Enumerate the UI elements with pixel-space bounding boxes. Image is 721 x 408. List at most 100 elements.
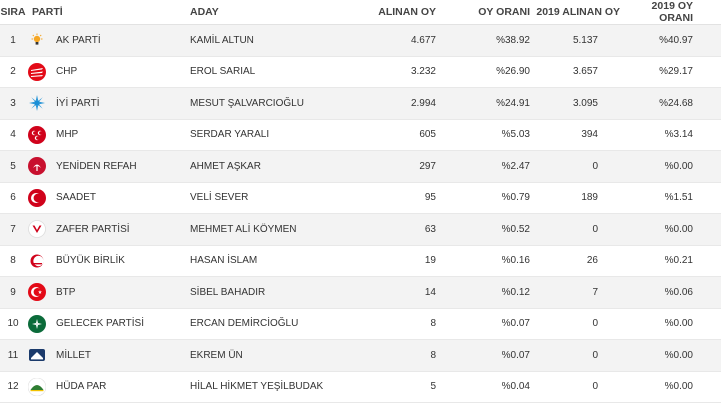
party-cell: YENİDEN REFAH xyxy=(26,150,190,183)
candidate-cell: KAMİL ALTUN xyxy=(190,24,350,57)
header-votes-2019: 2019 ALINAN OY xyxy=(532,0,628,25)
rank-cell: 11 xyxy=(0,339,26,372)
votes-cell: 63 xyxy=(350,213,436,246)
share-2019-cell: %0.00 xyxy=(628,308,721,340)
votes-cell: 4.677 xyxy=(350,24,436,57)
share-cell: %0.12 xyxy=(436,276,532,309)
btp-star-icon xyxy=(28,283,46,302)
share-2019-cell: %29.17 xyxy=(628,56,721,88)
party-cell: GELECEK PARTİSİ xyxy=(26,308,190,340)
rank-cell: 3 xyxy=(0,87,26,120)
mhp-crescents-icon xyxy=(28,125,46,144)
candidate-cell: AHMET AŞKAR xyxy=(190,150,350,183)
candidate-cell: MESUT ŞALVARCIOĞLU xyxy=(190,87,350,120)
share-cell: %0.79 xyxy=(436,182,532,214)
table-row: 11 MİLLET EKREM ÜN 8 %0.07 0 %0.00 xyxy=(0,339,721,372)
votes-cell: 14 xyxy=(350,276,436,309)
table-row: 5 YENİDEN REFAH AHMET AŞKAR 297 %2.47 0 … xyxy=(0,150,721,183)
party-name: AK PARTİ xyxy=(56,34,101,46)
candidate-cell: VELİ SEVER xyxy=(190,182,350,214)
votes-2019-cell: 0 xyxy=(532,213,628,246)
party-name: MİLLET xyxy=(56,349,92,361)
votes-cell: 8 xyxy=(350,308,436,340)
party-name: CHP xyxy=(56,66,78,78)
party-cell: MİLLET xyxy=(26,339,190,372)
votes-cell: 3.232 xyxy=(350,56,436,88)
rank-cell: 1 xyxy=(0,24,26,57)
candidate-cell: ERCAN DEMİRCİOĞLU xyxy=(190,308,350,340)
rank-cell: 12 xyxy=(0,371,26,403)
header-rank: SIRA xyxy=(0,0,26,25)
party-cell: BTP xyxy=(26,276,190,309)
candidate-cell: SERDAR YARALI xyxy=(190,119,350,151)
akp-bulb-icon xyxy=(28,31,46,49)
rank-cell: 10 xyxy=(0,308,26,340)
table-row: 1 AK PARTİ KAMİL ALTUN 4.677 %38.92 5.13… xyxy=(0,24,721,57)
zafer-v-icon xyxy=(28,220,46,239)
share-cell: %2.47 xyxy=(436,150,532,183)
votes-cell: 605 xyxy=(350,119,436,151)
table-row: 10 GELECEK PARTİSİ ERCAN DEMİRCİOĞLU 8 %… xyxy=(0,308,721,340)
candidate-cell: EROL SARIAL xyxy=(190,56,350,88)
votes-2019-cell: 7 xyxy=(532,276,628,309)
party-cell: MHP xyxy=(26,119,190,151)
votes-2019-cell: 0 xyxy=(532,308,628,340)
party-name: BÜYÜK BİRLİK xyxy=(56,255,125,267)
share-cell: %0.07 xyxy=(436,308,532,340)
yeniden-refah-icon xyxy=(28,157,46,176)
party-cell: CHP xyxy=(26,56,190,88)
table-header-row: SIRA PARTİ ADAY ALINAN OY OY ORANI 2019 … xyxy=(0,0,721,25)
table-row: 12 HÜDA PAR HİLAL HİKMET YEŞİLBUDAK 5 %0… xyxy=(0,371,721,403)
candidate-cell: HİLAL HİKMET YEŞİLBUDAK xyxy=(190,371,350,403)
table-row: 7 ZAFER PARTİSİ MEHMET ALİ KÖYMEN 63 %0.… xyxy=(0,213,721,246)
party-name: YENİDEN REFAH xyxy=(56,160,137,172)
party-cell: İYİ PARTİ xyxy=(26,87,190,120)
share-cell: %0.16 xyxy=(436,245,532,277)
votes-cell: 8 xyxy=(350,339,436,372)
party-name: BTP xyxy=(56,286,76,298)
candidate-cell: HASAN İSLAM xyxy=(190,245,350,277)
party-cell: AK PARTİ xyxy=(26,24,190,57)
share-2019-cell: %40.97 xyxy=(628,24,721,57)
party-name: HÜDA PAR xyxy=(56,381,107,393)
table-row: 8 BÜYÜK BİRLİK HASAN İSLAM 19 %0.16 26 %… xyxy=(0,245,721,277)
rank-cell: 8 xyxy=(0,245,26,277)
votes-2019-cell: 26 xyxy=(532,245,628,277)
share-2019-cell: %3.14 xyxy=(628,119,721,151)
share-cell: %26.90 xyxy=(436,56,532,88)
header-share-2019: 2019 OY ORANI xyxy=(628,0,721,25)
votes-2019-cell: 189 xyxy=(532,182,628,214)
huda-par-icon xyxy=(28,377,46,396)
millet-flag-icon xyxy=(28,346,46,364)
share-2019-cell: %1.51 xyxy=(628,182,721,214)
rank-cell: 5 xyxy=(0,150,26,183)
share-2019-cell: %0.21 xyxy=(628,245,721,277)
saadet-crescent-icon xyxy=(28,188,46,207)
share-cell: %38.92 xyxy=(436,24,532,57)
iyi-sun-icon xyxy=(28,94,46,112)
votes-2019-cell: 0 xyxy=(532,371,628,403)
party-cell: BÜYÜK BİRLİK xyxy=(26,245,190,277)
party-name: SAADET xyxy=(56,192,97,204)
table-row: 3 İYİ PARTİ MESUT ŞALVARCIOĞLU 2.994 %24… xyxy=(0,87,721,120)
votes-2019-cell: 0 xyxy=(532,339,628,372)
rank-cell: 7 xyxy=(0,213,26,246)
rank-cell: 2 xyxy=(0,56,26,88)
votes-2019-cell: 3.095 xyxy=(532,87,628,120)
share-2019-cell: %0.00 xyxy=(628,339,721,372)
party-cell: HÜDA PAR xyxy=(26,371,190,403)
party-name: MHP xyxy=(56,129,79,141)
rank-cell: 9 xyxy=(0,276,26,309)
table-row: 9 BTP SİBEL BAHADIR 14 %0.12 7 %0.06 xyxy=(0,276,721,309)
header-votes: ALINAN OY xyxy=(350,0,436,25)
table-row: 6 SAADET VELİ SEVER 95 %0.79 189 %1.51 xyxy=(0,182,721,214)
bbp-crescent-icon xyxy=(28,251,46,270)
candidate-cell: MEHMET ALİ KÖYMEN xyxy=(190,213,350,246)
share-cell: %0.52 xyxy=(436,213,532,246)
party-cell: ZAFER PARTİSİ xyxy=(26,213,190,246)
chp-six-arrows-icon xyxy=(28,62,46,81)
candidate-cell: SİBEL BAHADIR xyxy=(190,276,350,309)
votes-2019-cell: 5.137 xyxy=(532,24,628,57)
header-share: OY ORANI xyxy=(436,0,532,25)
